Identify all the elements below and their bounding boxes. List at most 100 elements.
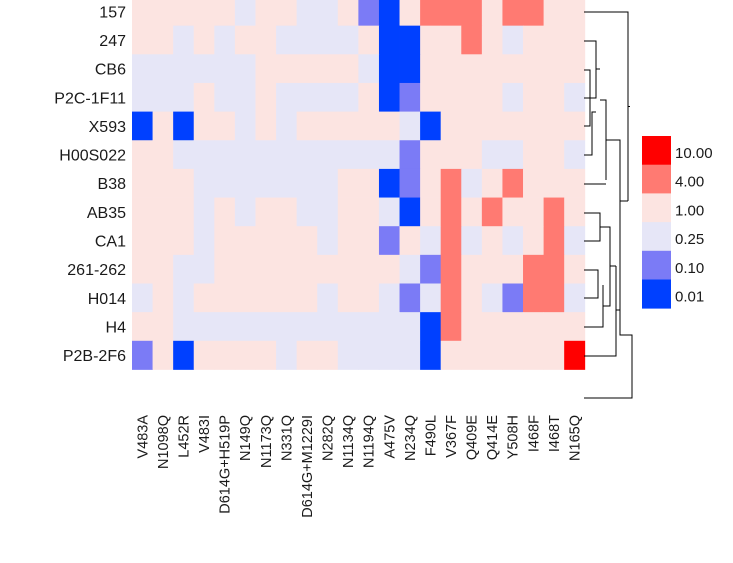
color-legend: 10.00 4.00 1.00 0.25 0.10 0.01 xyxy=(642,136,713,309)
heatmap-cell xyxy=(564,226,586,256)
row-label: X593 xyxy=(89,119,126,136)
legend-label: 1.00 xyxy=(675,202,704,219)
heatmap-cell xyxy=(214,254,236,284)
heatmap-cell xyxy=(173,312,195,342)
heatmap-cell xyxy=(317,140,339,170)
heatmap-cell xyxy=(420,54,442,84)
heatmap-cell xyxy=(193,168,215,198)
heatmap-cell xyxy=(564,168,586,198)
heatmap-cell xyxy=(173,111,195,141)
heatmap-cell xyxy=(234,312,256,342)
heatmap-cell xyxy=(440,168,462,198)
heatmap-cell xyxy=(378,312,400,342)
heatmap-cell xyxy=(523,54,544,84)
heatmap-cell xyxy=(420,254,442,284)
heatmap-cell xyxy=(481,197,503,227)
heatmap-cell xyxy=(173,340,195,370)
heatmap-cell xyxy=(420,340,442,370)
heatmap-cell xyxy=(481,82,503,112)
legend-swatch xyxy=(642,279,671,309)
column-label: N1194Q xyxy=(362,415,378,468)
heatmap-cell xyxy=(255,168,277,198)
heatmap-cell xyxy=(152,25,174,55)
heatmap-cell xyxy=(193,25,215,55)
heatmap-cell xyxy=(502,82,524,112)
heatmap-cell xyxy=(337,140,359,170)
heatmap-cell xyxy=(337,168,359,198)
heatmap-cell xyxy=(420,82,442,112)
heatmap-cell xyxy=(461,140,483,170)
heatmap-cell xyxy=(399,197,421,227)
heatmap-cell xyxy=(564,82,586,112)
heatmap-cell xyxy=(481,312,503,342)
heatmap-cell xyxy=(317,168,339,198)
heatmap-cell xyxy=(523,111,544,141)
row-label: P2C-1F11 xyxy=(54,90,126,107)
heatmap-cell xyxy=(132,0,153,27)
heatmap-cell xyxy=(152,111,174,141)
heatmap-cell xyxy=(399,340,421,370)
heatmap-cell xyxy=(420,25,442,55)
heatmap-cell xyxy=(399,25,421,55)
legend-label: 0.01 xyxy=(675,289,704,306)
heatmap-cell xyxy=(317,82,339,112)
heatmap-cell xyxy=(502,226,524,256)
heatmap-cell xyxy=(543,312,565,342)
heatmap-cell xyxy=(234,283,256,313)
heatmap-cell xyxy=(152,340,174,370)
heatmap-cell xyxy=(276,54,298,84)
heatmap-cell xyxy=(523,226,544,256)
heatmap-cell xyxy=(152,226,174,256)
heatmap-cell xyxy=(234,111,256,141)
heatmap-cell xyxy=(337,82,359,112)
heatmap-cell xyxy=(543,82,565,112)
heatmap-cell xyxy=(234,168,256,198)
column-label: N1098Q xyxy=(156,415,172,469)
heatmap-cell xyxy=(234,0,256,27)
heatmap-cell xyxy=(440,226,462,256)
heatmap-cell xyxy=(337,340,359,370)
heatmap-cell xyxy=(461,25,483,55)
heatmap-cell xyxy=(420,197,442,227)
heatmap-cell xyxy=(337,226,359,256)
heatmap-cell xyxy=(234,54,256,84)
heatmap-cell xyxy=(378,283,400,313)
row-label: P2B-2F6 xyxy=(63,348,126,365)
heatmap-cell xyxy=(543,0,565,27)
column-label: D614G+M1229I xyxy=(300,415,316,518)
heatmap-cell xyxy=(317,340,339,370)
heatmap-cell xyxy=(420,283,442,313)
heatmap-cell xyxy=(564,340,586,370)
heatmap-cell xyxy=(420,111,442,141)
heatmap-cell xyxy=(358,168,380,198)
heatmap-cell xyxy=(399,283,421,313)
heatmap-cell xyxy=(193,111,215,141)
heatmap-cell xyxy=(152,82,174,112)
dendrogram-branch-cluster-a xyxy=(584,40,628,262)
heatmap-cell xyxy=(564,0,586,27)
heatmap-cell xyxy=(399,111,421,141)
heatmap-cell xyxy=(461,82,483,112)
legend-swatch xyxy=(642,164,671,194)
row-label: 157 xyxy=(99,4,126,21)
heatmap-cell xyxy=(132,340,153,370)
heatmap-cell xyxy=(152,0,174,27)
heatmap-cell xyxy=(481,54,503,84)
heatmap-cell xyxy=(358,312,380,342)
heatmap-cell xyxy=(132,283,153,313)
heatmap-cell xyxy=(132,111,153,141)
column-label: I468T xyxy=(547,415,563,452)
heatmap-cell xyxy=(296,226,318,256)
heatmap-cell xyxy=(502,168,524,198)
heatmap-cell xyxy=(358,0,380,27)
heatmap-cell xyxy=(193,197,215,227)
heatmap-cell xyxy=(378,140,400,170)
heatmap-cell xyxy=(296,197,318,227)
heatmap-cell xyxy=(132,168,153,198)
heatmap-cell xyxy=(461,283,483,313)
heatmap-cell xyxy=(152,283,174,313)
row-label: 247 xyxy=(99,33,126,50)
heatmap-cell xyxy=(564,312,586,342)
heatmap-cell xyxy=(440,0,462,27)
heatmap-cell xyxy=(276,340,298,370)
